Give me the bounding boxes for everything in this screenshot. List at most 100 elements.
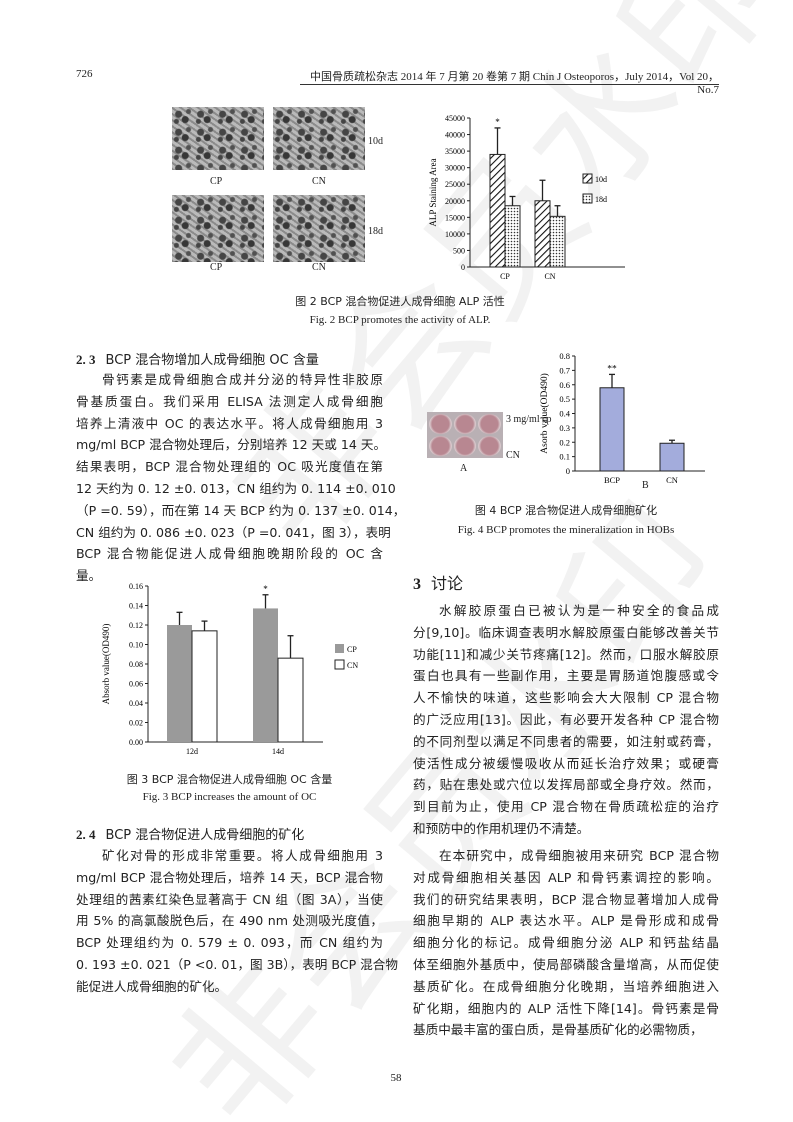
y-tick-label: 0.06 — [129, 680, 143, 689]
text-line: 量。 — [76, 568, 102, 584]
micrograph-cp-10d — [172, 107, 264, 170]
section-number: 2. 3 — [76, 352, 96, 367]
y-axis-label: ALP Staining Area — [428, 158, 438, 226]
text-line: 细胞分化的标记。成骨细胞分泌 ALP 和钙盐结晶 — [413, 935, 719, 951]
y-tick-label: 0.1 — [559, 452, 570, 462]
text-line: BCP 混合物能促进人成骨细胞晚期阶段的 OC 含 — [76, 546, 383, 562]
y-tick-label: 35000 — [445, 147, 465, 156]
x-tick-label: CN — [666, 475, 678, 485]
fig2-caption-en: Fig. 2 BCP promotes the activity of ALP. — [309, 314, 491, 326]
paragraph-2-3: 骨钙素是成骨细胞合成并分泌的特异性非胶原 骨基质蛋白。我们采用 ELISA 法测定… — [76, 369, 406, 587]
y-tick-label: 0.4 — [559, 409, 570, 419]
micrograph-label: CN — [312, 176, 326, 187]
y-tick-label: 25000 — [445, 180, 465, 189]
micrograph-cn-18d — [273, 195, 365, 262]
x-tick-label: 14d — [272, 747, 284, 756]
y-tick-label: 0.5 — [559, 394, 570, 404]
micrograph-label: CP — [210, 262, 223, 273]
micrograph-label: CN — [312, 262, 326, 273]
fig2-bar-chart: 0 500 10000 15000 20000 25000 30000 35000 40000 4… — [428, 114, 625, 281]
text-line: （P =0. 59），而在第 14 天 BCP 约为 0. 137 ±0. 01… — [76, 502, 406, 518]
plate-row-label: 3 mg/ml cp — [506, 414, 552, 425]
legend-swatch — [582, 193, 593, 204]
text-line: 药，贴在患处或穴位以发挥局部或全身疗效。然而， — [413, 777, 719, 793]
culture-plate-image — [427, 412, 503, 458]
bar — [253, 608, 278, 742]
text-line: 分[9,10]。临床调查表明水解胶原蛋白能够改善关节 — [413, 624, 719, 640]
legend-label: CN — [347, 661, 358, 670]
paragraph-discussion-2: 在本研究中，成骨细胞被用来研究 BCP 混合物对成骨细胞相关基因 ALP 和骨钙… — [413, 845, 719, 1041]
x-tick-label: CP — [500, 272, 510, 281]
text-line: 水解胶原蛋白已被认为是一种安全的食品成 — [439, 603, 719, 618]
text-line: 对成骨细胞相关基因 ALP 和骨钙素调控的影响。 — [413, 869, 719, 885]
text-line: 处理组的茜素红染色显著高于 CN 组（图 3A），当使 — [76, 891, 383, 907]
y-tick-label: 0.14 — [129, 602, 143, 611]
micrograph-cn-10d — [273, 107, 365, 170]
legend-label: CP — [347, 645, 357, 654]
section-heading-2-3: 2. 3 BCP 混合物增加人成骨细胞 OC 含量 — [76, 349, 319, 368]
page-number-header: 726 — [76, 68, 93, 80]
bar — [659, 442, 685, 472]
section-number: 3 — [413, 576, 421, 593]
text-line: 的不同剂型以满足不同患者的需要，如注射或药膏， — [413, 733, 719, 749]
text-line: 结果表明，BCP 混合物处理组的 OC 吸光度值在第 — [76, 459, 383, 475]
y-tick-label: 40000 — [445, 131, 465, 140]
text-line: CN 组约为 0. 086 ±0. 023（P =0. 041，图 3），表明 — [76, 524, 391, 540]
y-tick-label: 45000 — [445, 114, 465, 123]
section-heading-2-4: 2. 4 BCP 混合物促进人成骨细胞的矿化 — [76, 824, 304, 843]
text-line: 细胞早期的 ALP 表达水平。ALP 是骨形成和成骨 — [413, 913, 719, 929]
section-title: BCP 混合物增加人成骨细胞 OC 含量 — [105, 353, 319, 368]
plate-row-label: CN — [506, 450, 520, 461]
micrograph-row-label: 10d — [368, 136, 383, 147]
significance-marker: * — [263, 584, 268, 594]
y-tick-label: 15000 — [445, 213, 465, 222]
bar — [489, 153, 506, 268]
x-tick-label: 12d — [186, 747, 198, 756]
text-line: 12 天约为 0. 12 ±0. 013，CN 组约为 0. 114 ±0. 0… — [76, 480, 396, 496]
y-tick-label: 0.04 — [129, 699, 143, 708]
text-line: 矿化对骨的形成非常重要。将人成骨细胞用 3 — [102, 848, 383, 863]
header-rule — [300, 84, 719, 85]
bar — [534, 200, 551, 268]
y-tick-label: 0.02 — [129, 719, 143, 728]
text-line: 能促进人成骨细胞的矿化。 — [76, 978, 228, 994]
legend-label: 10d — [595, 175, 607, 184]
bar — [277, 657, 304, 743]
y-tick-label: 500 — [453, 246, 465, 255]
section-number: 2. 4 — [76, 827, 96, 842]
text-line: mg/ml BCP 混合物处理后，培养 14 天，BCP 混合物 — [76, 869, 383, 885]
micrograph-cp-18d — [172, 195, 264, 262]
fig4-caption-cn: 图 4 BCP 混合物促进人成骨细胞矿化 — [474, 504, 658, 517]
y-tick-label: 30000 — [445, 164, 465, 173]
y-tick-label: 0.12 — [129, 621, 143, 630]
panel-label-a: A — [460, 463, 468, 474]
y-tick-label: 0 — [461, 263, 465, 272]
y-tick-label: 0.00 — [129, 738, 143, 747]
bar — [504, 205, 521, 268]
y-tick-label: 0.16 — [129, 582, 143, 591]
y-tick-label: 0.3 — [559, 423, 570, 433]
bar — [549, 215, 566, 268]
bar — [191, 630, 218, 743]
fig2-caption-cn: 图 2 BCP 混合物促进人成骨细胞 ALP 活性 — [295, 295, 505, 308]
section-title: 讨论 — [431, 574, 464, 593]
text-line: mg/ml BCP 混合物处理后，分别培养 12 天或 14 天。 — [76, 437, 387, 453]
significance-marker: ** — [607, 364, 617, 374]
text-line: 人不愉快的味道，这些影响会大大限制 CP 混合物 — [413, 690, 719, 706]
text-line: 到目前为止，使用 CP 混合物在骨质疏松症的治疗 — [413, 799, 719, 815]
y-tick-label: 0.7 — [559, 365, 570, 375]
legend-swatch — [335, 644, 344, 653]
y-tick-label: 0.08 — [129, 660, 143, 669]
legend-label: 18d — [595, 195, 607, 204]
text-line: BCP 处理组约为 0. 579 ± 0. 093，而 CN 组约为 — [76, 935, 383, 951]
text-line: 基质矿化。在成骨细胞分化晚期，当培养细胞进入 — [413, 978, 719, 994]
y-tick-label: 0.2 — [559, 437, 570, 447]
fig4-caption-en: Fig. 4 BCP promotes the mineralization i… — [457, 524, 675, 536]
text-line: 骨钙素是成骨细胞合成并分泌的特异性非胶原 — [102, 372, 383, 387]
bar — [599, 387, 625, 472]
panel-label-b: B — [642, 480, 649, 491]
x-tick-label: BCP — [604, 475, 620, 485]
text-line: 在本研究中，成骨细胞被用来研究 BCP 混合物 — [439, 848, 719, 863]
text-line: 培养上清液中 OC 的表达水平。将人成骨细胞用 3 — [76, 415, 383, 431]
